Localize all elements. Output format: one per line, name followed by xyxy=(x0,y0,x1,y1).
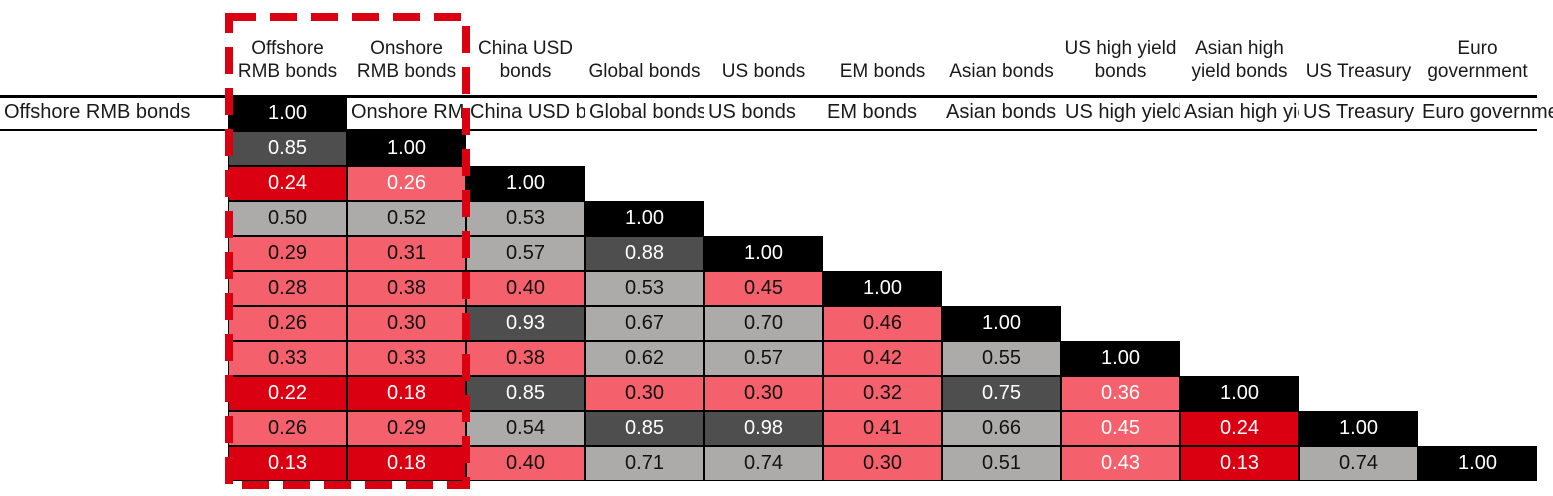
matrix-cell: 0.33 xyxy=(347,341,466,376)
column-header: Euro government xyxy=(1427,38,1528,82)
diagonal-cell: 1.00 xyxy=(1299,411,1418,446)
matrix-cell: 0.18 xyxy=(347,446,466,481)
matrix-cell: 0.30 xyxy=(823,446,942,481)
matrix-cell: 0.38 xyxy=(466,341,585,376)
matrix-cell: 0.36 xyxy=(1061,376,1180,411)
matrix-cell: 0.30 xyxy=(704,376,823,411)
matrix-cell: 0.93 xyxy=(466,306,585,341)
row-label: Asian high yield bonds xyxy=(1180,96,1384,131)
matrix-grid: Offshore RMB bonds Onshore RMB bonds China… xyxy=(0,0,1553,481)
matrix-cell: 0.53 xyxy=(466,201,585,236)
matrix-cell: 0.26 xyxy=(228,411,347,446)
matrix-cell: 0.57 xyxy=(466,236,585,271)
matrix-cell: 0.28 xyxy=(228,271,347,306)
column-header: US bonds xyxy=(721,61,806,82)
row-label: US bonds xyxy=(704,96,823,131)
row-label: Global bonds xyxy=(585,96,707,131)
matrix-cell: 0.29 xyxy=(347,411,466,446)
matrix-cell: 0.46 xyxy=(823,306,942,341)
matrix-cell: 0.26 xyxy=(347,166,466,201)
row-label: US high yield bonds xyxy=(1061,96,1243,131)
matrix-cell: 0.29 xyxy=(228,236,347,271)
matrix-cell: 0.75 xyxy=(942,376,1061,411)
row-label: China USD bonds xyxy=(466,96,630,131)
diagonal-cell: 1.00 xyxy=(228,96,347,131)
matrix-cell: 0.30 xyxy=(585,376,704,411)
matrix-cell: 0.24 xyxy=(1180,411,1299,446)
diagonal-cell: 1.00 xyxy=(585,201,704,236)
matrix-cell: 0.13 xyxy=(1180,446,1299,481)
diagonal-cell: 1.00 xyxy=(1061,341,1180,376)
matrix-cell: 0.40 xyxy=(466,446,585,481)
matrix-cell: 0.55 xyxy=(942,341,1061,376)
matrix-cell: 0.66 xyxy=(942,411,1061,446)
diagonal-cell: 1.00 xyxy=(942,306,1061,341)
matrix-cell: 0.85 xyxy=(585,411,704,446)
matrix-cell: 0.62 xyxy=(585,341,704,376)
matrix-cell: 0.57 xyxy=(704,341,823,376)
column-header: Asian bonds xyxy=(949,61,1054,82)
matrix-cell: 0.98 xyxy=(704,411,823,446)
matrix-cell: 0.70 xyxy=(704,306,823,341)
diagonal-cell: 1.00 xyxy=(704,236,823,271)
row-label: Asian bonds xyxy=(942,96,1061,131)
matrix-cell: 0.74 xyxy=(704,446,823,481)
row-label: US Treasury xyxy=(1299,96,1418,131)
matrix-cell: 0.88 xyxy=(585,236,704,271)
column-header: Asian high yield bonds xyxy=(1191,38,1288,82)
matrix-cell: 0.26 xyxy=(228,306,347,341)
matrix-cell: 0.13 xyxy=(228,446,347,481)
matrix-cell: 0.51 xyxy=(942,446,1061,481)
column-header: US Treasury xyxy=(1305,61,1412,82)
diagonal-cell: 1.00 xyxy=(1180,376,1299,411)
column-header: US high yield bonds xyxy=(1064,38,1177,82)
diagonal-cell: 1.00 xyxy=(466,166,585,201)
matrix-cell: 0.31 xyxy=(347,236,466,271)
column-header: Onshore RMB bonds xyxy=(356,38,457,82)
matrix-cell: 0.40 xyxy=(466,271,585,306)
matrix-cell: 0.45 xyxy=(1061,411,1180,446)
matrix-cell: 0.52 xyxy=(347,201,466,236)
diagonal-cell: 1.00 xyxy=(347,131,466,166)
matrix-cell: 0.45 xyxy=(704,271,823,306)
column-header: EM bonds xyxy=(839,61,926,82)
matrix-corner-cell xyxy=(0,0,228,96)
matrix-cell: 0.38 xyxy=(347,271,466,306)
column-header: Offshore RMB bonds xyxy=(237,38,338,82)
matrix-cell: 0.67 xyxy=(585,306,704,341)
matrix-cell: 0.85 xyxy=(228,131,347,166)
header-separator-line xyxy=(0,95,1537,98)
matrix-cell: 0.71 xyxy=(585,446,704,481)
matrix-cell: 0.53 xyxy=(585,271,704,306)
diagonal-cell: 1.00 xyxy=(1418,446,1537,481)
matrix-cell: 0.22 xyxy=(228,376,347,411)
row-label: Euro government xyxy=(1418,96,1553,131)
row-label: Onshore RMB bonds xyxy=(347,96,538,131)
matrix-cell: 0.50 xyxy=(228,201,347,236)
column-header: China USD bonds xyxy=(477,38,574,82)
matrix-cell: 0.33 xyxy=(228,341,347,376)
matrix-cell: 0.85 xyxy=(466,376,585,411)
matrix-cell: 0.74 xyxy=(1299,446,1418,481)
matrix-cell: 0.30 xyxy=(347,306,466,341)
matrix-cell: 0.42 xyxy=(823,341,942,376)
matrix-cell: 0.32 xyxy=(823,376,942,411)
matrix-cell: 0.43 xyxy=(1061,446,1180,481)
diagonal-cell: 1.00 xyxy=(823,271,942,306)
matrix-cell: 0.24 xyxy=(228,166,347,201)
row-label: EM bonds xyxy=(823,96,942,131)
row-label: Offshore RMB bonds xyxy=(0,96,228,131)
matrix-cell: 0.54 xyxy=(466,411,585,446)
matrix-cell: 0.18 xyxy=(347,376,466,411)
matrix-cell: 0.41 xyxy=(823,411,942,446)
column-header: Global bonds xyxy=(588,61,701,82)
